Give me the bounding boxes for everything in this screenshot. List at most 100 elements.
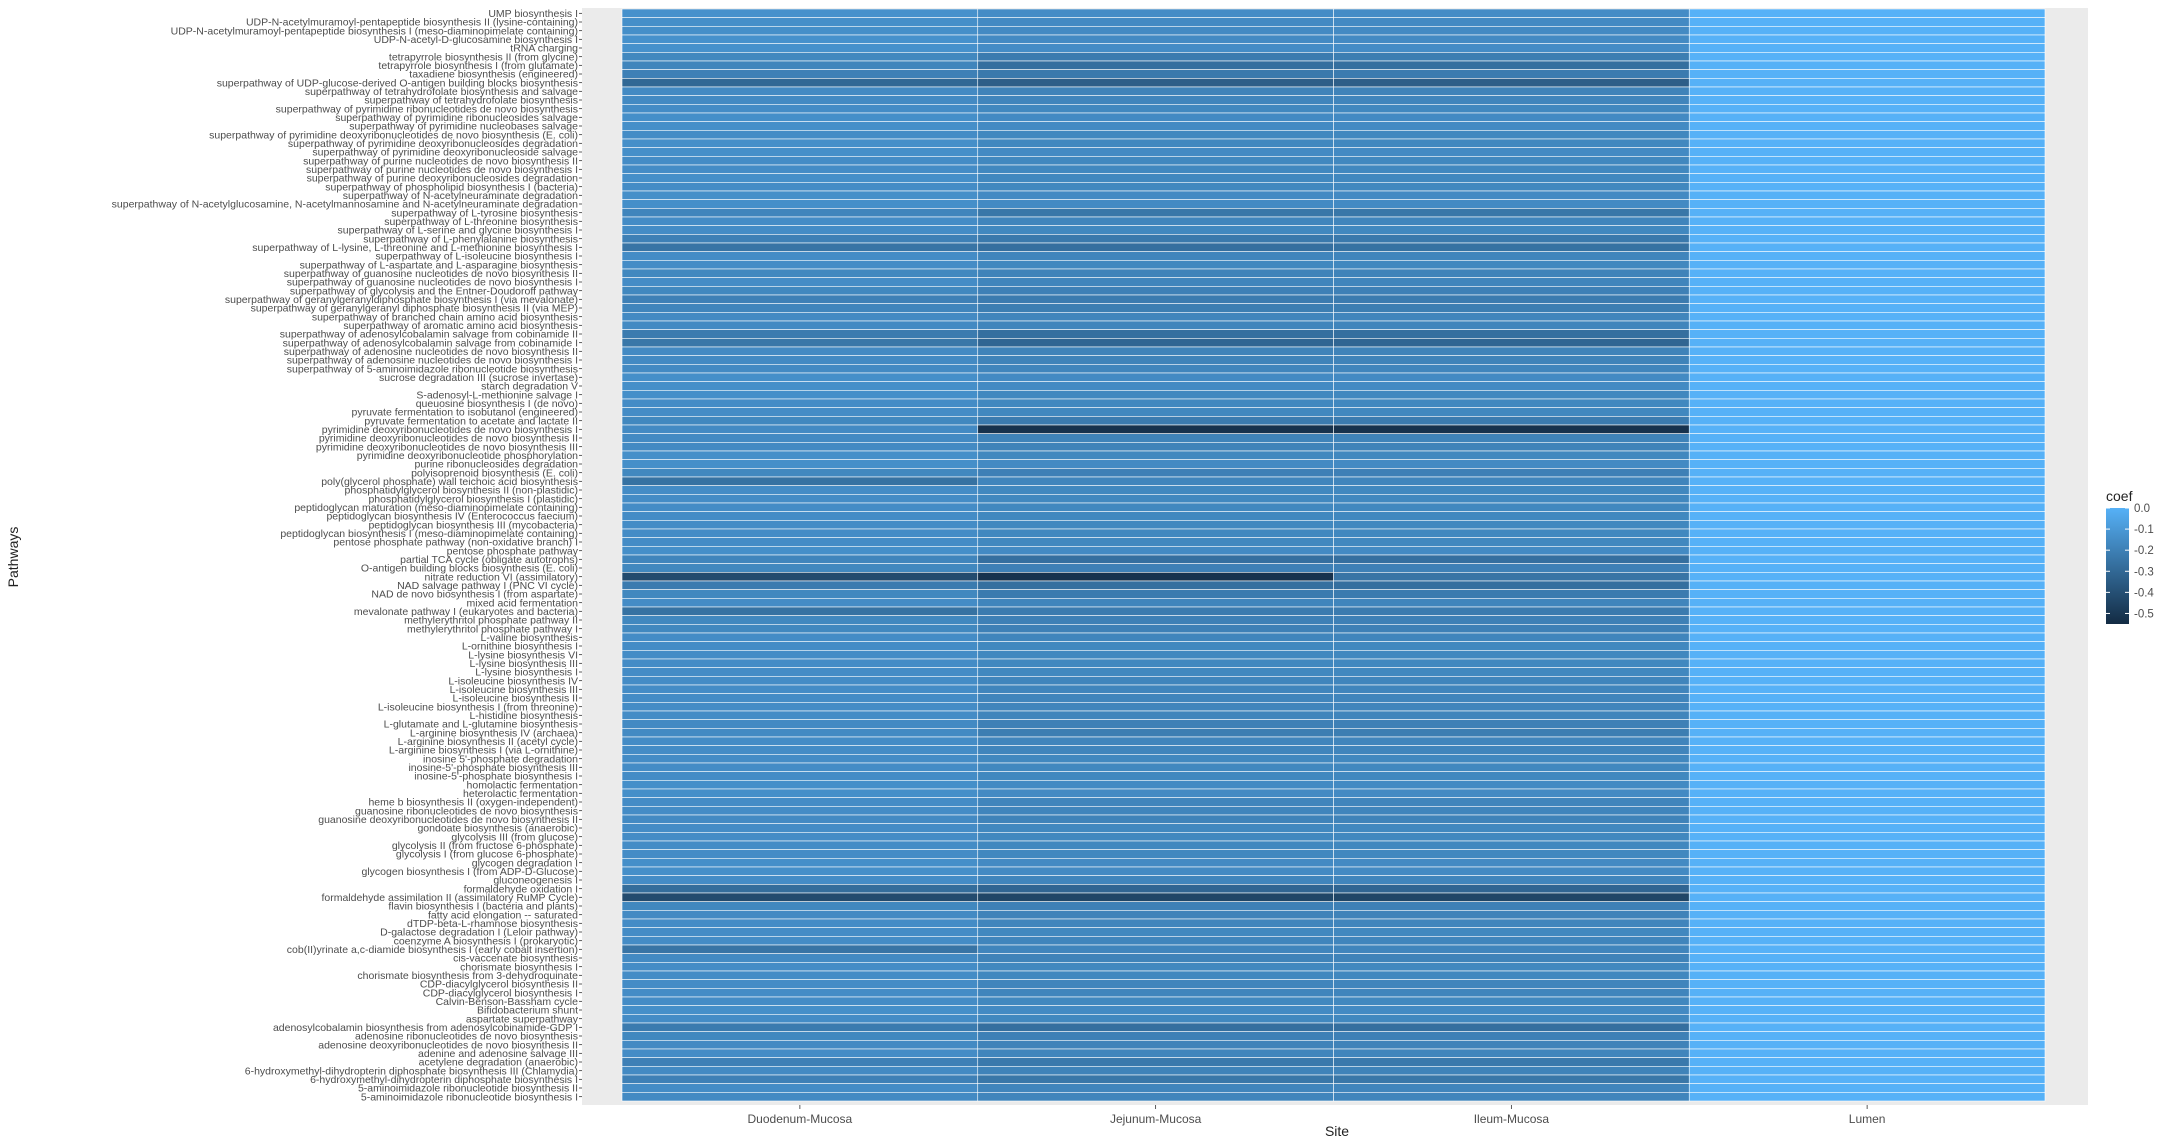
- heatmap-cell: [977, 8, 1334, 18]
- y-tick-label: aspartate superpathway: [466, 1013, 579, 1025]
- heatmap-cell: [1688, 138, 2046, 148]
- y-tick-label: flavin biosynthesis I (bacteria and plan…: [388, 901, 578, 913]
- heatmap-cell: [1333, 988, 1690, 998]
- heatmap-cell: [1688, 1048, 2046, 1058]
- heatmap-cell: [1333, 927, 1690, 937]
- y-tick-label: inosine 5'-phosphate degradation: [423, 753, 578, 765]
- heatmap-cell: [621, 190, 979, 200]
- heatmap-cell: [1333, 216, 1690, 226]
- heatmap-cell: [621, 164, 979, 174]
- y-tick-label: nitrate reduction VI (assimilatory): [425, 571, 578, 583]
- y-tick-label: superpathway of adenosylcobalamin salvag…: [280, 329, 578, 341]
- heatmap-cell: [1688, 268, 2046, 278]
- y-tick-label: peptidoglycan biosynthesis I (meso-diami…: [280, 528, 578, 540]
- heatmap-cell: [621, 1005, 979, 1015]
- y-tick-label: superpathway of purine deoxyribonucleosi…: [307, 173, 579, 185]
- heatmap-cell: [1688, 494, 2046, 504]
- y-tick-label: L-lysine biosynthesis I: [475, 667, 578, 679]
- heatmap-cell: [1688, 511, 2046, 521]
- heatmap-cell: [621, 511, 979, 521]
- heatmap-cell: [621, 580, 979, 590]
- heatmap-cell: [621, 173, 979, 183]
- heatmap-cell: [621, 407, 979, 417]
- heatmap-cell: [977, 164, 1334, 174]
- y-tick-label: glycogen degradation I: [472, 857, 578, 869]
- heatmap-cell: [977, 216, 1334, 226]
- heatmap-cell: [1333, 450, 1690, 460]
- y-tick-label: superpathway of geranylgeranyldiphosphat…: [225, 294, 578, 306]
- x-tick-label: Duodenum-Mucosa: [748, 1112, 853, 1126]
- heatmap-cell: [621, 1022, 979, 1032]
- heatmap-cell: [1688, 823, 2046, 833]
- legend-tick-label: -0.2: [2134, 545, 2154, 557]
- heatmap-cell: [621, 546, 979, 556]
- y-tick-label: L-isoleucine biosynthesis III: [450, 684, 578, 696]
- y-tick-label: glycolysis III (from glucose): [451, 831, 578, 843]
- y-tick-label: adenosine deoxyribonucleotides de novo b…: [318, 1039, 578, 1051]
- heatmap-cell: [1688, 199, 2046, 209]
- heatmap-cell: [1333, 728, 1690, 738]
- heatmap-cell: [1688, 797, 2046, 807]
- heatmap-cell: [1333, 546, 1690, 556]
- heatmap-cell: [1688, 667, 2046, 677]
- heatmap-cell: [1688, 502, 2046, 512]
- heatmap-cell: [621, 780, 979, 790]
- y-tick-label: superpathway of pyrimidine deoxyribonucl…: [288, 138, 578, 150]
- heatmap-cell: [977, 130, 1334, 140]
- heatmap-cell: [977, 979, 1334, 989]
- heatmap-cell: [621, 702, 979, 712]
- y-tick-label: superpathway of L-phenylalanine biosynth…: [363, 233, 578, 245]
- heatmap-cell: [621, 832, 979, 842]
- heatmap-cell: [1333, 823, 1690, 833]
- heatmap-cell: [1688, 424, 2046, 434]
- y-tick-label: NAD de novo biosynthesis I (from asparta…: [371, 589, 578, 601]
- heatmap-cell: [1333, 104, 1690, 114]
- heatmap-cell: [1333, 719, 1690, 729]
- heatmap-cell: [621, 918, 979, 928]
- legend-tick-label: -0.1: [2134, 524, 2154, 536]
- heatmap-cell: [1333, 320, 1690, 330]
- y-tick-label: adenosylcobalamin biosynthesis from aden…: [273, 1022, 578, 1034]
- heatmap-cell: [1688, 849, 2046, 859]
- y-tick-label: inosine-5'-phosphate biosynthesis I: [414, 771, 578, 783]
- heatmap-cell: [1688, 43, 2046, 53]
- y-tick-label: superpathway of branched chain amino aci…: [312, 311, 578, 323]
- y-tick-label: superpathway of purine nucleotides de no…: [303, 155, 578, 167]
- heatmap-cell: [1333, 112, 1690, 122]
- heatmap-cell: [1333, 710, 1690, 720]
- heatmap-cell: [977, 771, 1334, 781]
- heatmap-cell: [977, 580, 1334, 590]
- heatmap-cell: [1688, 866, 2046, 876]
- heatmap-cell: [1688, 459, 2046, 469]
- y-tick-label: L-histidine biosynthesis: [469, 710, 578, 722]
- heatmap-cell: [621, 329, 979, 339]
- y-tick-label: methylerythritol phosphate pathway I: [407, 623, 578, 635]
- heatmap-cell: [621, 693, 979, 703]
- heatmap-cell: [977, 468, 1334, 478]
- heatmap-cell: [621, 667, 979, 677]
- heatmap-cell: [1688, 771, 2046, 781]
- heatmap-cells: [621, 8, 2046, 1102]
- y-tick-label: superpathway of aromatic amino acid bios…: [343, 320, 578, 332]
- y-tick-label: 5-aminoimidazole ribonucleotide biosynth…: [358, 1083, 578, 1095]
- y-tick-label: sucrose degradation III (sucrose inverta…: [379, 372, 578, 384]
- y-tick-label: chorismate biosynthesis I: [460, 961, 578, 973]
- heatmap-cell: [1333, 554, 1690, 564]
- heatmap-cell: [977, 728, 1334, 738]
- heatmap-cell: [977, 1014, 1334, 1024]
- y-tick-label: superpathway of phospholipid biosynthesi…: [325, 181, 578, 193]
- y-tick-label: superpathway of L-tyrosine biosynthesis: [391, 207, 578, 219]
- heatmap-cell: [621, 762, 979, 772]
- heatmap-cell: [621, 875, 979, 885]
- heatmap-cell: [1688, 736, 2046, 746]
- heatmap-cell: [621, 182, 979, 192]
- heatmap-cell: [1688, 537, 2046, 547]
- y-tick-label: taxadiene biosynthesis (engineered): [409, 69, 578, 81]
- heatmap-cell: [621, 814, 979, 824]
- heatmap-cell: [621, 104, 979, 114]
- heatmap-cell: [1688, 208, 2046, 218]
- heatmap-cell: [1688, 884, 2046, 894]
- heatmap-cell: [1688, 1014, 2046, 1024]
- heatmap-cell: [621, 286, 979, 296]
- heatmap-cell: [1333, 875, 1690, 885]
